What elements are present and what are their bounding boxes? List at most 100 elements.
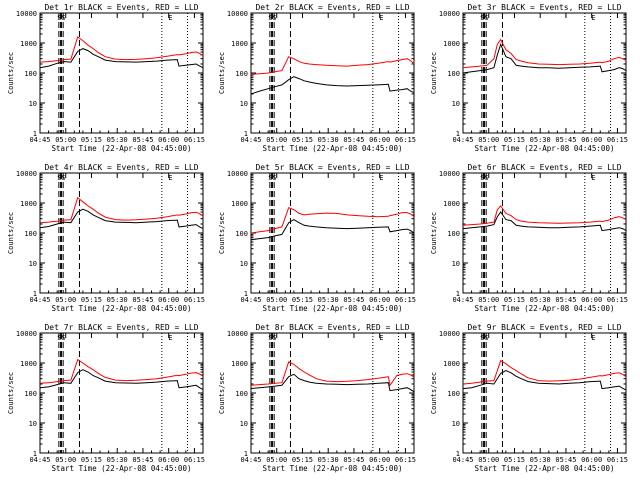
y-tick-label: 1 bbox=[456, 290, 460, 298]
x-axis-label: Start Time (22-Apr-08 04:45:00) bbox=[52, 304, 192, 313]
x-tick-label: 05:45 bbox=[555, 456, 576, 464]
x-tick-label: 06:00 bbox=[581, 456, 602, 464]
lld-series-line bbox=[462, 359, 627, 385]
y-tick-label: 1000 bbox=[443, 360, 460, 368]
x-tick-label: 05:15 bbox=[81, 296, 102, 304]
x-tick-label: 05:15 bbox=[292, 456, 313, 464]
y-tick-label: 1 bbox=[244, 130, 248, 138]
lld-series-line bbox=[39, 358, 204, 384]
x-tick-label: 04:45 bbox=[452, 296, 473, 304]
x-tick-label: 05:30 bbox=[530, 136, 551, 144]
x-tick-label: 06:15 bbox=[184, 456, 205, 464]
lld-series-line bbox=[462, 38, 627, 69]
x-tick-label: 06:00 bbox=[158, 456, 179, 464]
y-tick-label: 10 bbox=[452, 420, 460, 428]
x-axis-label: Start Time (22-Apr-08 04:45:00) bbox=[52, 144, 192, 153]
event-marker-label: E bbox=[168, 14, 172, 22]
y-tick-label: 1 bbox=[33, 290, 37, 298]
event-marker-label: SS bbox=[57, 334, 65, 342]
y-tick-label: 10 bbox=[240, 420, 248, 428]
x-tick-label: 05:00 bbox=[266, 296, 287, 304]
plot-frame bbox=[462, 12, 627, 134]
events-series-line bbox=[39, 369, 204, 391]
event-marker-label: E bbox=[379, 174, 383, 182]
x-tick-label: 06:15 bbox=[395, 456, 416, 464]
y-axis-label: Counts/sec bbox=[7, 212, 15, 254]
lld-series-line bbox=[250, 206, 415, 234]
x-tick-label: 06:00 bbox=[158, 296, 179, 304]
x-tick-label: 05:45 bbox=[343, 296, 364, 304]
panel-title: Det 5r BLACK = Events, RED = LLD bbox=[255, 163, 409, 172]
x-tick-label: 06:15 bbox=[607, 136, 628, 144]
events-series-line bbox=[250, 373, 415, 393]
x-axis-label: Start Time (22-Apr-08 04:45:00) bbox=[263, 464, 403, 473]
panel-title: Det 3r BLACK = Events, RED = LLD bbox=[467, 3, 621, 12]
x-tick-label: 05:30 bbox=[530, 456, 551, 464]
x-axis-label: Start Time (22-Apr-08 04:45:00) bbox=[263, 304, 403, 313]
y-axis-label: Counts/sec bbox=[218, 52, 226, 94]
event-marker-label: E bbox=[379, 334, 383, 342]
y-tick-label: 1 bbox=[244, 290, 248, 298]
y-tick-label: 1 bbox=[33, 450, 37, 458]
detector-panel: Det 1r BLACK = Events, RED = LLD 1 10 100 10… bbox=[7, 3, 205, 153]
detector-panel: Det 4r BLACK = Events, RED = LLD 1 10 100 10… bbox=[7, 163, 205, 313]
plot-frame bbox=[250, 12, 415, 134]
event-marker-label: SS bbox=[57, 14, 65, 22]
lld-series-line bbox=[250, 56, 415, 75]
plot-frame bbox=[39, 12, 204, 134]
x-tick-label: 06:00 bbox=[581, 296, 602, 304]
x-axis-label: Start Time (22-Apr-08 04:45:00) bbox=[52, 464, 192, 473]
x-tick-label: 05:30 bbox=[107, 136, 128, 144]
event-marker-label: E bbox=[591, 174, 595, 182]
panel-title: Det 6r BLACK = Events, RED = LLD bbox=[467, 163, 621, 172]
x-axis-label: Start Time (22-Apr-08 04:45:00) bbox=[475, 464, 615, 473]
y-axis-label: Counts/sec bbox=[430, 52, 438, 94]
event-marker-label: SS bbox=[268, 14, 276, 22]
x-tick-label: 04:45 bbox=[240, 456, 261, 464]
x-tick-label: 05:30 bbox=[107, 296, 128, 304]
events-series-line bbox=[39, 48, 204, 69]
plot-frame bbox=[250, 332, 415, 454]
panel-title: Det 8r BLACK = Events, RED = LLD bbox=[255, 323, 409, 332]
y-tick-label: 1 bbox=[33, 130, 37, 138]
x-tick-label: 05:45 bbox=[343, 456, 364, 464]
y-tick-label: 10000 bbox=[16, 330, 37, 338]
x-tick-label: 05:00 bbox=[478, 136, 499, 144]
y-axis-label: Counts/sec bbox=[7, 52, 15, 94]
plot-frame bbox=[462, 172, 627, 294]
x-tick-label: 05:15 bbox=[292, 296, 313, 304]
y-tick-label: 10 bbox=[240, 260, 248, 268]
x-tick-label: 06:00 bbox=[369, 296, 390, 304]
y-tick-label: 1000 bbox=[20, 200, 37, 208]
y-tick-label: 1000 bbox=[231, 200, 248, 208]
x-tick-label: 05:30 bbox=[318, 456, 339, 464]
x-tick-label: 05:45 bbox=[343, 136, 364, 144]
detector-panel: Det 2r BLACK = Events, RED = LLD 1 10 100 10… bbox=[218, 3, 416, 153]
events-series-line bbox=[462, 42, 627, 74]
x-tick-label: 04:45 bbox=[29, 456, 50, 464]
y-axis-label: Counts/sec bbox=[218, 372, 226, 414]
panel-title: Det 2r BLACK = Events, RED = LLD bbox=[255, 3, 409, 12]
plot-frame bbox=[462, 332, 627, 454]
lld-series-line bbox=[250, 361, 415, 387]
y-axis-label: Counts/sec bbox=[218, 212, 226, 254]
x-tick-label: 05:15 bbox=[504, 136, 525, 144]
y-tick-label: 10000 bbox=[439, 330, 460, 338]
y-axis-label: Counts/sec bbox=[430, 212, 438, 254]
x-tick-label: 05:15 bbox=[504, 456, 525, 464]
x-tick-label: 05:45 bbox=[132, 456, 153, 464]
plot-frame bbox=[39, 172, 204, 294]
y-tick-label: 10 bbox=[452, 260, 460, 268]
x-axis-label: Start Time (22-Apr-08 04:45:00) bbox=[263, 144, 403, 153]
x-tick-label: 05:15 bbox=[504, 296, 525, 304]
y-tick-label: 100 bbox=[235, 70, 248, 78]
x-tick-label: 06:15 bbox=[395, 136, 416, 144]
x-tick-label: 06:00 bbox=[369, 136, 390, 144]
panel-title: Det 9r BLACK = Events, RED = LLD bbox=[467, 323, 621, 332]
y-tick-label: 10000 bbox=[16, 170, 37, 178]
events-series-line bbox=[250, 219, 415, 241]
x-tick-label: 06:00 bbox=[369, 456, 390, 464]
y-tick-label: 10000 bbox=[439, 170, 460, 178]
y-tick-label: 1 bbox=[244, 450, 248, 458]
